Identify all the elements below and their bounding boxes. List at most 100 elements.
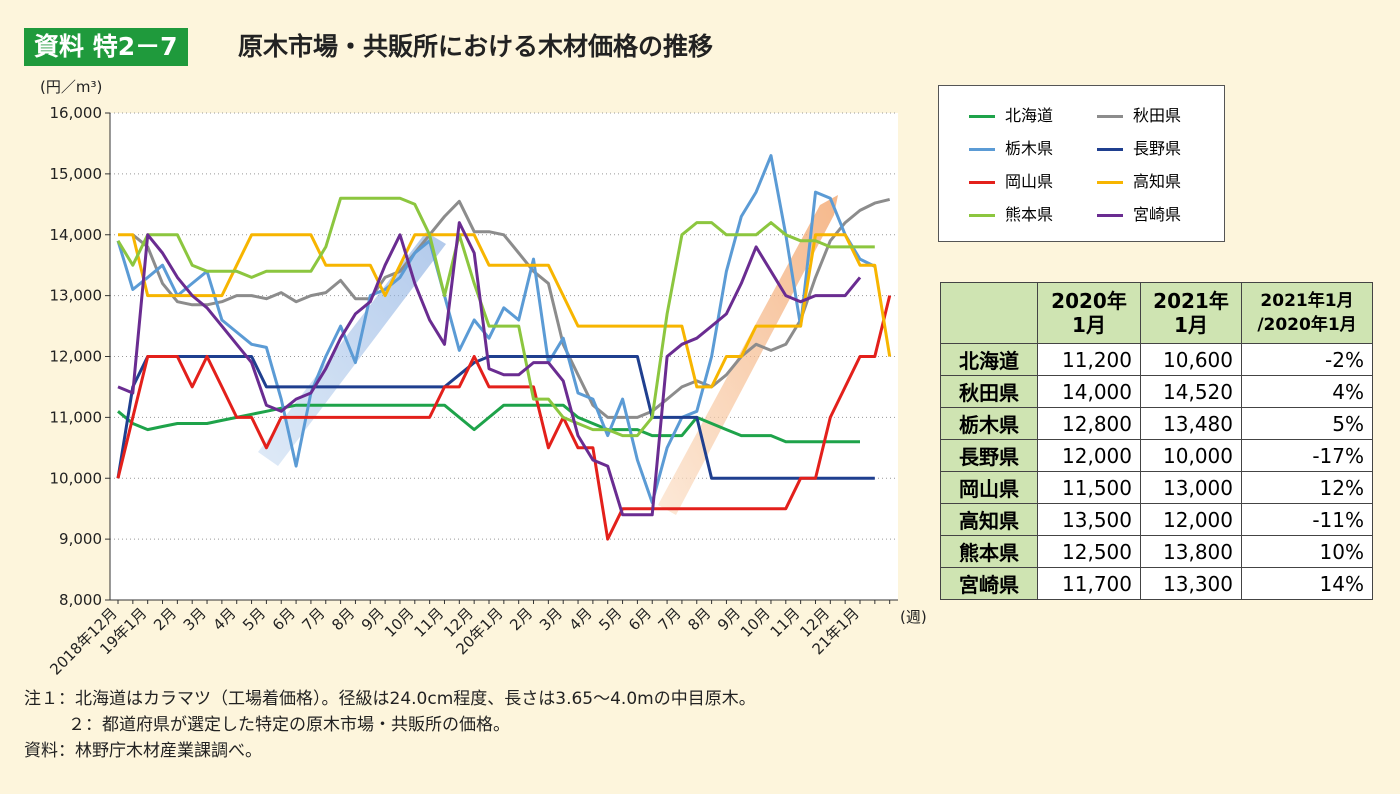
x-tick-label: 3月 bbox=[536, 604, 566, 634]
series-line bbox=[118, 233, 892, 389]
x-tick-label: 10月 bbox=[737, 604, 774, 641]
trend-arrow bbox=[258, 232, 446, 466]
x-tick-label: 2月 bbox=[506, 604, 536, 634]
table-cell: 14% bbox=[1241, 567, 1373, 600]
legend: 北海道 秋田県栃木県 長野県岡山県 高知県熊本県 宮崎県 bbox=[938, 85, 1225, 242]
header-line: 2020年 bbox=[1051, 289, 1127, 313]
header-line: 2021年1月 bbox=[1260, 291, 1354, 311]
table-cell: 11,200 bbox=[1037, 343, 1141, 376]
table-cell: 12,000 bbox=[1037, 439, 1141, 472]
x-tick-label: 2月 bbox=[150, 604, 180, 634]
legend-item: 岡山県 bbox=[969, 172, 1053, 192]
badge: 資料 特2－7 bbox=[24, 28, 188, 66]
series-line bbox=[131, 197, 891, 419]
x-tick-label: 4月 bbox=[566, 604, 596, 634]
legend-label: 熊本県 bbox=[1005, 205, 1054, 224]
row-header: 栃木県 bbox=[940, 407, 1038, 440]
header-line: /2020年1月 bbox=[1257, 315, 1357, 335]
x-tick-label: 6月 bbox=[269, 604, 299, 634]
y-tick-label: 15,000 bbox=[50, 165, 103, 183]
y-tick-label: 13,000 bbox=[50, 287, 103, 305]
x-tick-label: 5月 bbox=[239, 604, 269, 634]
x-tick-label: 8月 bbox=[684, 604, 714, 634]
legend-swatch bbox=[969, 148, 995, 151]
column-header: 2021年 1月 bbox=[1140, 282, 1242, 344]
legend-label: 宮崎県 bbox=[1133, 205, 1182, 224]
y-axis-label: (円／m³) bbox=[40, 78, 102, 96]
column-header: 2020年 1月 bbox=[1037, 282, 1141, 344]
y-tick-label: 14,000 bbox=[50, 226, 103, 244]
y-tick-label: 9,000 bbox=[59, 530, 102, 548]
row-header: 熊本県 bbox=[940, 535, 1038, 568]
table-cell: 11,700 bbox=[1037, 567, 1141, 600]
table-cell: 12,500 bbox=[1037, 535, 1141, 568]
legend-label: 長野県 bbox=[1133, 139, 1182, 158]
table-cell: 12,000 bbox=[1140, 503, 1242, 536]
y-tick-label: 11,000 bbox=[50, 408, 103, 426]
note: 資料：林野庁木材産業課調べ。 bbox=[24, 741, 262, 761]
x-axis-label: (週) bbox=[900, 608, 927, 626]
legend-item: 高知県 bbox=[1097, 172, 1181, 192]
legend-label: 栃木県 bbox=[1005, 139, 1054, 158]
series-line bbox=[116, 355, 875, 480]
legend-swatch bbox=[969, 115, 995, 118]
x-tick-label: 11月 bbox=[410, 604, 447, 641]
legend-label: 岡山県 bbox=[1005, 172, 1054, 191]
legend-label: 秋田県 bbox=[1133, 106, 1182, 125]
table-cell: 14,520 bbox=[1140, 375, 1242, 408]
row-header: 北海道 bbox=[940, 343, 1038, 376]
table-cell: 14,000 bbox=[1037, 375, 1141, 408]
legend-item: 北海道 bbox=[969, 106, 1053, 126]
x-tick-label: 5月 bbox=[595, 604, 625, 634]
row-header: 岡山県 bbox=[940, 471, 1038, 504]
table-cell: 12% bbox=[1241, 471, 1373, 504]
x-tick-label: 8月 bbox=[328, 604, 358, 634]
header-line: 1月 bbox=[1072, 313, 1106, 337]
legend-swatch bbox=[1097, 214, 1123, 217]
table-cell: 13,480 bbox=[1140, 407, 1242, 440]
legend-swatch bbox=[969, 214, 995, 217]
y-tick-label: 16,000 bbox=[50, 104, 103, 122]
table-cell: 13,300 bbox=[1140, 567, 1242, 600]
y-tick-label: 12,000 bbox=[50, 348, 103, 366]
table-cell: 10,600 bbox=[1140, 343, 1242, 376]
table-cell: 13,500 bbox=[1037, 503, 1141, 536]
table-cell: 4% bbox=[1241, 375, 1373, 408]
row-header: 長野県 bbox=[940, 439, 1038, 472]
table-cell: -17% bbox=[1241, 439, 1373, 472]
note: ２：都道府県が選定した特定の原木市場・共販所の価格。 bbox=[68, 715, 510, 735]
x-tick-label: 7月 bbox=[299, 604, 329, 634]
legend-item: 熊本県 bbox=[969, 205, 1053, 225]
table-cell: 11,500 bbox=[1037, 471, 1141, 504]
x-tick-label: 3月 bbox=[180, 604, 210, 634]
legend-label: 北海道 bbox=[1005, 106, 1054, 125]
legend-item: 秋田県 bbox=[1097, 106, 1181, 126]
table-cell: 13,000 bbox=[1140, 471, 1242, 504]
data-table: 2020年 1月 2021年 1月 2021年1月/2020年1月 北海道 11,200 10… bbox=[940, 282, 1373, 600]
series-line bbox=[117, 221, 862, 517]
table-cell: 13,800 bbox=[1140, 535, 1242, 568]
table-cell: 5% bbox=[1241, 407, 1373, 440]
legend-swatch bbox=[1097, 181, 1123, 184]
x-tick-label: 7月 bbox=[655, 604, 685, 634]
x-tick-label: 4月 bbox=[209, 604, 239, 634]
title: 原木市場・共販所における木材価格の推移 bbox=[238, 32, 714, 61]
series-line bbox=[116, 295, 892, 541]
table-cell: 10,000 bbox=[1140, 439, 1242, 472]
corner-cell bbox=[940, 282, 1038, 344]
row-header: 秋田県 bbox=[940, 375, 1038, 408]
row-header: 宮崎県 bbox=[940, 567, 1038, 600]
y-tick-label: 10,000 bbox=[50, 469, 103, 487]
table-cell: -11% bbox=[1241, 503, 1373, 536]
legend-swatch bbox=[1097, 115, 1123, 118]
header-line: 2021年 bbox=[1153, 289, 1229, 313]
legend-swatch bbox=[969, 181, 995, 184]
series-line bbox=[116, 154, 876, 505]
legend-item: 栃木県 bbox=[969, 139, 1053, 159]
legend-swatch bbox=[1097, 148, 1123, 151]
y-tick-label: 8,000 bbox=[59, 591, 102, 609]
table-cell: 12,800 bbox=[1037, 407, 1141, 440]
column-header: 2021年1月/2020年1月 bbox=[1241, 282, 1373, 344]
table-cell: -2% bbox=[1241, 343, 1373, 376]
